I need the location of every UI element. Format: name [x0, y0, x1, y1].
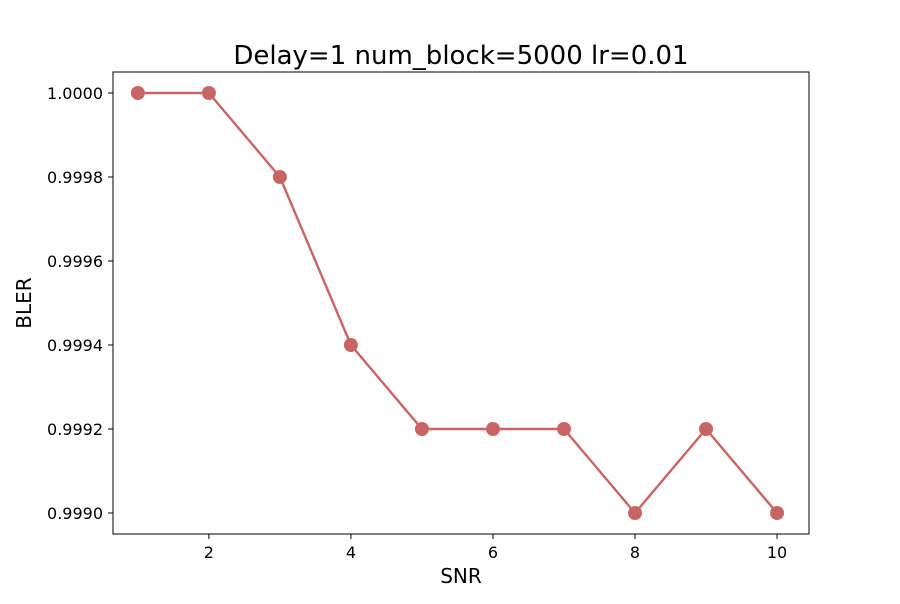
y-tick-label: 0.9992	[47, 420, 103, 439]
data-point	[699, 422, 714, 436]
data-point	[201, 86, 216, 100]
data-point	[628, 506, 642, 520]
plot-area	[130, 86, 785, 520]
y-tick-label: 0.9990	[47, 504, 103, 523]
data-point	[272, 170, 287, 184]
x-tick-label: 8	[630, 543, 640, 562]
x-axis-label: SNR	[440, 564, 482, 588]
y-tick-label: 0.9994	[47, 336, 103, 355]
x-axis: 2 4 6 8 10	[204, 534, 787, 562]
y-tick-label: 0.9996	[47, 252, 103, 271]
data-point	[343, 338, 358, 352]
x-tick-label: 2	[204, 543, 214, 562]
y-tick-label: 0.9998	[47, 168, 103, 187]
data-point	[414, 422, 429, 436]
y-tick-label: 1.0000	[47, 84, 103, 103]
x-tick-label: 4	[346, 543, 356, 562]
x-tick-label: 6	[488, 543, 498, 562]
data-point	[130, 86, 145, 100]
data-point	[485, 422, 500, 436]
x-tick-label: 10	[767, 543, 787, 562]
chart-title: Delay=1 num_block=5000 lr=0.01	[233, 41, 688, 71]
data-point	[556, 422, 571, 436]
y-axis: 0.9990 0.9992 0.9994 0.9996 0.9998 1.0000	[47, 84, 113, 523]
y-axis-label: BLER	[12, 277, 36, 329]
series-line	[136, 91, 779, 515]
data-point	[770, 506, 785, 520]
plot-frame	[112, 71, 810, 535]
